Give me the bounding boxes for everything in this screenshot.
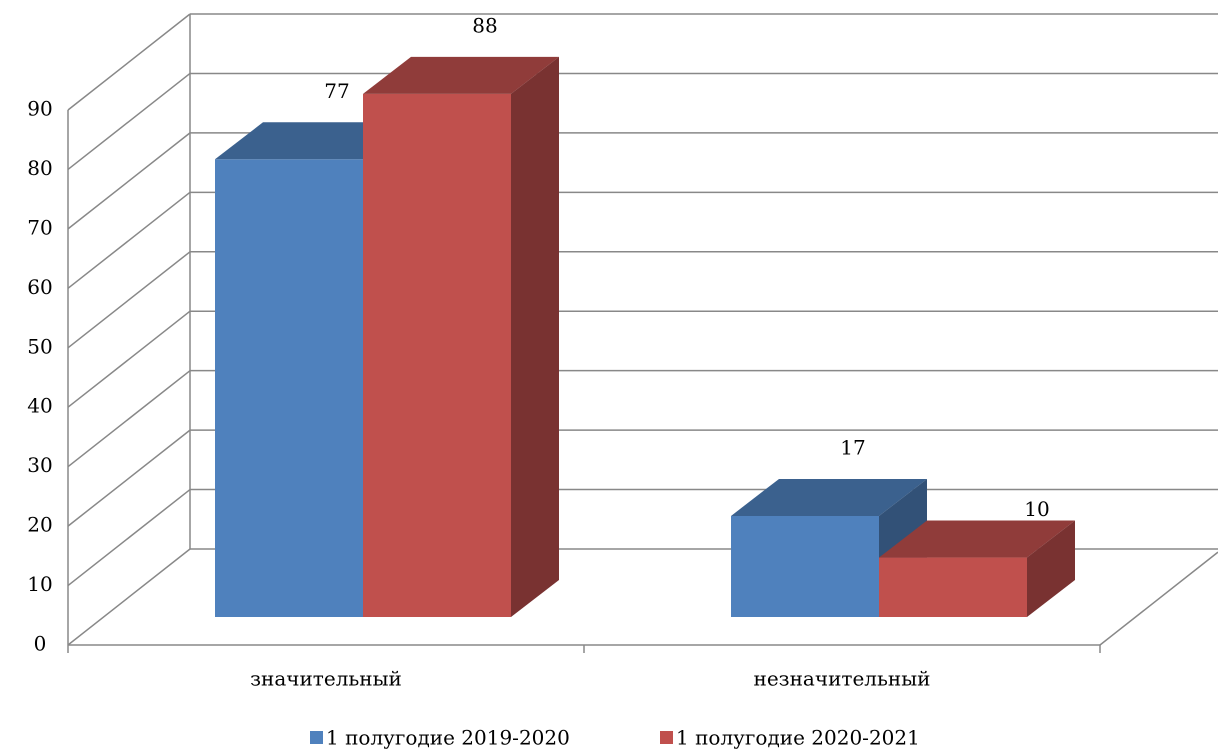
bar-top: [363, 56, 559, 94]
bar-top: [879, 520, 1075, 558]
x-tick-label: значительный: [250, 667, 402, 691]
legend-swatch: [310, 731, 323, 744]
data-label: 77: [324, 79, 349, 103]
grid-line: [67, 132, 191, 230]
y-tick-label: 0: [34, 632, 47, 656]
legend-label: 1 полугодие 2020-2021: [676, 726, 920, 750]
y-tick-label: 40: [27, 394, 52, 418]
bar: [363, 93, 511, 617]
bar: [879, 557, 1027, 617]
y-tick-label: 70: [27, 215, 52, 239]
grid-line: [67, 251, 191, 349]
bar: [215, 159, 363, 617]
grid-line: [67, 13, 191, 111]
grid-line: [67, 488, 191, 587]
y-tick-label: 60: [27, 275, 52, 299]
y-tick-label: 30: [27, 453, 52, 477]
bar-side: [511, 56, 559, 617]
y-tick-label: 20: [27, 513, 52, 537]
bar-top: [731, 478, 927, 516]
legend-swatch: [660, 731, 673, 744]
data-label: 88: [472, 13, 497, 37]
bar: [731, 515, 879, 617]
grid-line: [67, 548, 191, 646]
grid-line: [67, 310, 191, 408]
y-tick-label: 50: [27, 334, 52, 358]
x-tick-label: незначительный: [754, 667, 931, 691]
data-label: 10: [1024, 497, 1049, 521]
data-label: 17: [840, 435, 865, 459]
bar-side: [1027, 520, 1075, 617]
grid-line: [67, 429, 191, 527]
axis-line: [1099, 551, 1218, 646]
legend-label: 1 полугодие 2019-2020: [326, 726, 570, 750]
bar-top: [215, 122, 411, 160]
y-tick-label: 90: [27, 97, 52, 121]
grid-line: [67, 370, 191, 468]
grid-line: [67, 191, 191, 289]
grid-line: [67, 72, 191, 171]
y-tick-label: 10: [27, 572, 52, 596]
y-tick-label: 80: [27, 156, 52, 180]
